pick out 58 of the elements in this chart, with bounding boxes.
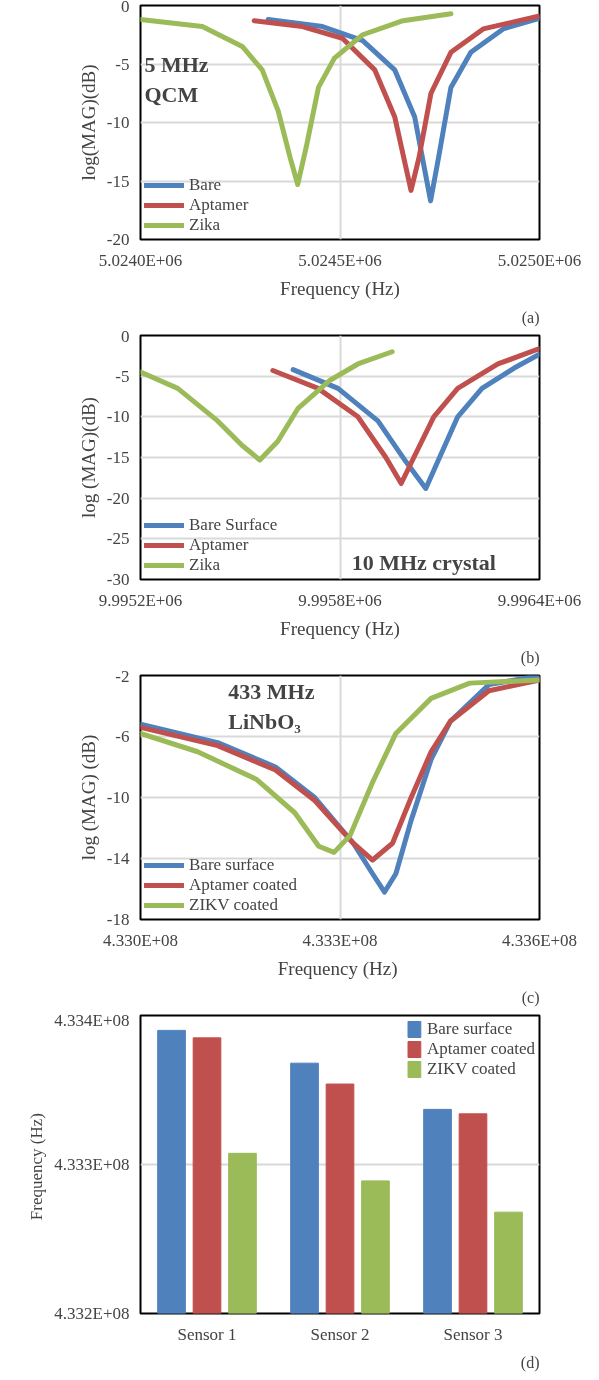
x-tick-label: 5.0240E+06	[98, 250, 183, 270]
x-tick-label: 9.9952E+06	[98, 590, 183, 610]
legend-label: Bare surface	[189, 855, 275, 875]
annotation: 10 MHz crystal	[351, 549, 496, 575]
y-tick-label: -10	[106, 407, 130, 427]
text: (b)	[520, 648, 540, 667]
legend-label: Bare Surface	[189, 515, 278, 535]
y-axis-title: log(MAG)(dB)	[77, 64, 100, 181]
y-axis-title: Frequency (Hz)	[27, 1113, 47, 1221]
y-tick-label: 4.333E+08	[54, 1155, 130, 1174]
y-tick-label: -20	[106, 488, 130, 508]
x-tick-label: 5.0250E+06	[497, 250, 582, 270]
y-tick-label: 4.334E+08	[54, 1010, 130, 1030]
legend-label: Bare	[189, 175, 222, 195]
x-tick-label: 9.9958E+06	[298, 590, 382, 610]
y-tick-label: -10	[106, 113, 130, 132]
x-axis-title: Frequency (Hz)	[277, 957, 398, 980]
x-tick-label: Sensor 2	[310, 1324, 370, 1344]
x-tick-label: 4.336E+08	[501, 930, 578, 950]
y-tick-label: -20	[106, 230, 130, 249]
legend-label: Aptamer	[189, 535, 249, 555]
y-tick-label: -5	[115, 366, 130, 386]
y-tick-label: -5	[115, 54, 130, 74]
legend-label: Aptamer coated	[189, 875, 298, 895]
legend-label: ZIKV coated	[189, 895, 278, 915]
y-tick-label: -6	[115, 727, 130, 746]
y-tick-label: -15	[106, 448, 130, 467]
legend-label: Aptamer	[189, 195, 249, 215]
x-tick-label: Sensor 3	[443, 1324, 503, 1344]
text: (d)	[520, 1353, 540, 1372]
x-tick-label: Sensor 1	[177, 1324, 237, 1344]
legend-label: Bare surface	[426, 1019, 513, 1039]
legend-label: Zika	[189, 555, 221, 575]
text: (c)	[521, 988, 540, 1007]
annotation: 433 MHz LiNbO₃	[228, 679, 315, 735]
y-tick-label: -15	[106, 171, 130, 191]
legend-label: Zika	[189, 215, 221, 235]
legend-label: Aptamer coated	[426, 1039, 535, 1059]
x-tick-label: 4.333E+08	[302, 930, 378, 950]
y-tick-label: 0	[121, 326, 130, 346]
x-tick-label: 9.9964E+06	[497, 590, 582, 610]
y-tick-label: -10	[106, 788, 130, 807]
y-tick-label: 0	[121, 0, 130, 16]
x-tick-label: 5.0245E+06	[298, 250, 382, 270]
x-axis-title: Frequency (Hz)	[280, 617, 400, 640]
y-tick-label: 4.332E+08	[54, 1304, 130, 1323]
y-axis-title: log (MAG) (dB)	[77, 734, 100, 861]
y-axis-title: log (MAG)(dB)	[77, 397, 100, 518]
y-tick-label: -18	[106, 910, 130, 929]
y-tick-label: -2	[115, 666, 130, 686]
x-tick-label: 4.330E+08	[102, 930, 179, 950]
y-tick-label: -25	[106, 529, 130, 549]
x-axis-title: Frequency (Hz)	[280, 277, 400, 300]
text: (a)	[521, 308, 540, 327]
y-tick-label: -30	[106, 570, 130, 589]
annotation: 5 MHz QCM	[144, 52, 209, 108]
legend-label: ZIKV coated	[426, 1059, 516, 1079]
y-tick-label: -14	[106, 849, 130, 868]
